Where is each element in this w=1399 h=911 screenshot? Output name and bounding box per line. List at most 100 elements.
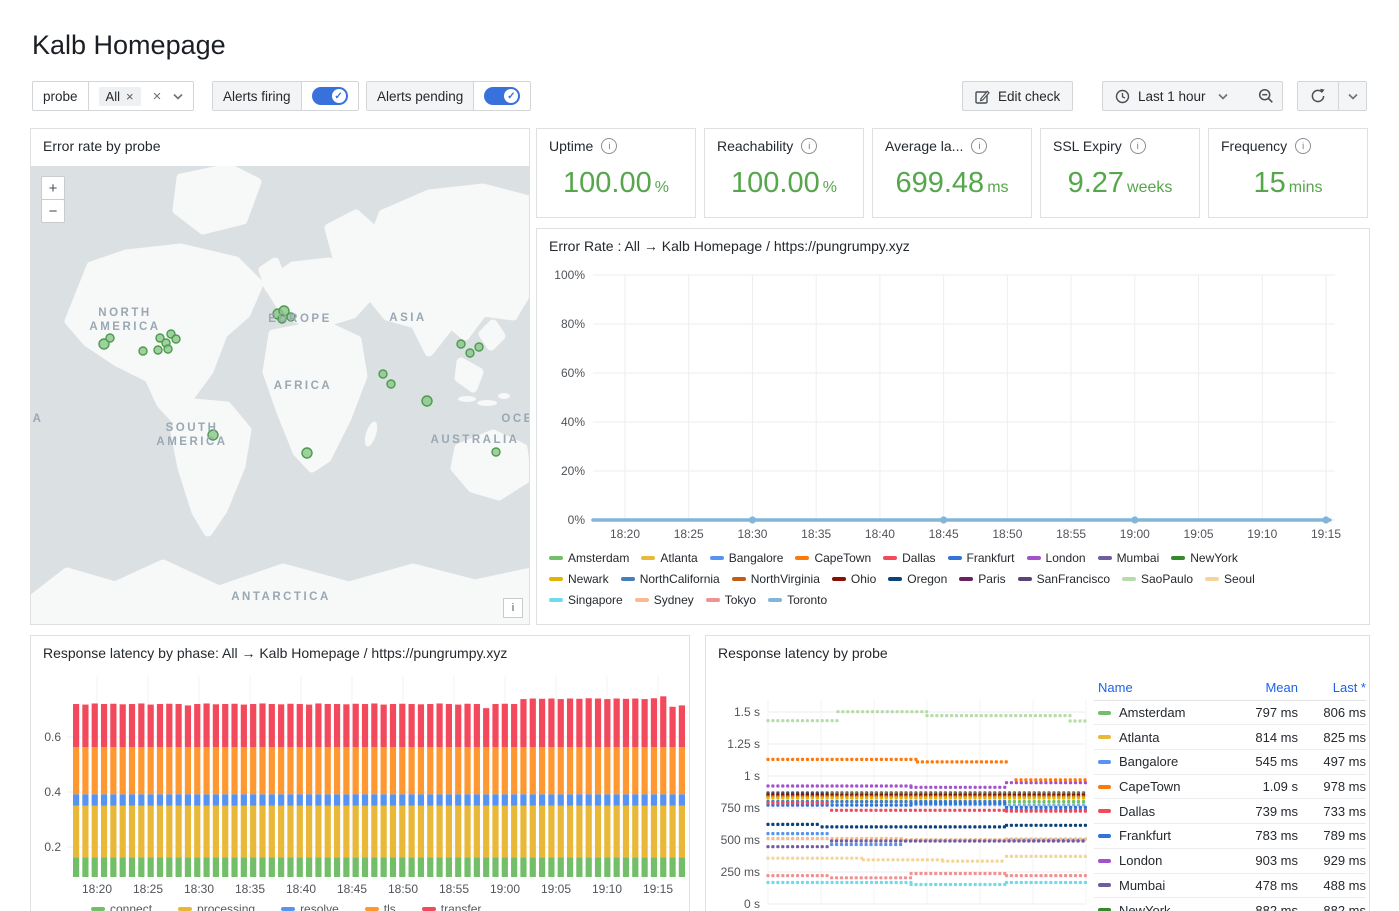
probe-location-dot[interactable] [475,343,483,351]
legend-item-mumbai[interactable]: Mumbai [1098,551,1160,565]
probe-location-dot[interactable] [457,340,465,348]
probe-location-dot[interactable] [422,396,432,406]
mean-value: 903 ms [1234,853,1298,868]
probe-filter[interactable]: probe All × × [32,81,194,111]
map-zoom-in-button[interactable]: + [41,176,65,200]
legend-item-oregon[interactable]: Oregon [888,572,947,586]
info-icon[interactable]: i [801,138,817,154]
legend-item-newyork[interactable]: NewYork [1171,551,1238,565]
last-value: 789 ms [1298,828,1366,843]
error-rate-chart[interactable]: 100%80%60%40%20%0%18:2018:2518:3018:3518… [537,229,1369,547]
col-header-name[interactable]: Name [1094,680,1234,695]
probe-location-dot[interactable] [492,448,500,456]
probe-name: NewYork [1119,903,1171,911]
svg-text:18:40: 18:40 [286,882,316,896]
world-map[interactable]: NORTHAMERICAEUROPEASIAAFRICASOUTHAMERICA… [31,166,529,624]
refresh-interval-dropdown[interactable] [1339,81,1367,111]
legend-item-london[interactable]: London [1027,551,1086,565]
phase-legend-item-connect[interactable]: connect [91,902,152,911]
map-attribution-button[interactable]: i [503,598,523,618]
legend-item-toronto[interactable]: Toronto [768,593,827,607]
legend-item-dallas[interactable]: Dallas [883,551,935,565]
filter-clear-icon[interactable]: × [153,88,162,105]
svg-text:1.5 s: 1.5 s [734,705,760,719]
probe-name: Amsterdam [1119,705,1185,720]
table-header-row: NameMeanLast * [1094,676,1366,701]
stat-value: 100.00% [705,167,863,200]
alerts-pending-toggle[interactable]: ✓ [474,82,530,110]
legend-item-bangalore[interactable]: Bangalore [710,551,784,565]
probe-location-dot[interactable] [164,345,172,353]
table-row[interactable]: Mumbai478 ms488 ms [1094,874,1366,899]
pencil-square-icon [975,89,990,104]
series-color-dash [795,556,809,560]
latency-probe-table[interactable]: NameMeanLast *Amsterdam797 ms806 msAtlan… [1094,676,1366,911]
phase-legend-item-resolve[interactable]: resolve [281,902,339,911]
col-header-mean[interactable]: Mean [1234,680,1298,695]
probe-location-dot[interactable] [379,370,387,378]
svg-text:1 s: 1 s [744,769,760,783]
edit-check-button[interactable]: Edit check [962,81,1073,111]
table-row[interactable]: London903 ms929 ms [1094,849,1366,874]
info-icon[interactable]: i [601,138,617,154]
probe-filter-chip[interactable]: All × [99,87,141,106]
info-icon[interactable]: i [1295,138,1311,154]
probe-location-dot[interactable] [154,346,162,354]
last-value: 929 ms [1298,853,1366,868]
svg-text:19:10: 19:10 [1247,527,1277,541]
probe-location-dot[interactable] [302,448,312,458]
legend-label: London [1046,551,1086,565]
table-row[interactable]: Atlanta814 ms825 ms [1094,725,1366,750]
legend-item-tokyo[interactable]: Tokyo [706,593,756,607]
legend-label: Newark [568,572,609,586]
info-icon[interactable]: i [1130,138,1146,154]
legend-item-amsterdam[interactable]: Amsterdam [549,551,629,565]
series-color-dash [1027,556,1041,560]
legend-item-frankfurt[interactable]: Frankfurt [948,551,1015,565]
legend-item-saopaulo[interactable]: SaoPaulo [1122,572,1193,586]
legend-item-paris[interactable]: Paris [959,572,1005,586]
col-header-last[interactable]: Last * [1298,680,1366,695]
mean-value: 814 ms [1234,730,1298,745]
phase-legend-item-transfer[interactable]: transfer [422,902,482,911]
last-value: 733 ms [1298,804,1366,819]
phase-legend-item-tls[interactable]: tls [365,902,396,911]
probe-location-dot[interactable] [466,349,474,357]
mean-value: 478 ms [1234,878,1298,893]
legend-item-ohio[interactable]: Ohio [832,572,876,586]
alerts-firing-toggle[interactable]: ✓ [302,82,358,110]
table-row[interactable]: Amsterdam797 ms806 ms [1094,701,1366,726]
time-range-picker[interactable]: Last 1 hour [1102,81,1250,111]
table-row[interactable]: Bangalore545 ms497 ms [1094,750,1366,775]
chip-remove-icon[interactable]: × [126,89,134,104]
zoom-out-time-button[interactable] [1249,81,1283,111]
map-zoom-out-button[interactable]: − [41,199,65,223]
latency-phase-chart[interactable]: 0.20.40.618:2018:2518:3018:3518:4018:451… [31,636,689,898]
table-row[interactable]: Dallas739 ms733 ms [1094,799,1366,824]
legend-item-northcalifornia[interactable]: NorthCalifornia [621,572,720,586]
table-row[interactable]: CapeTown1.09 s978 ms [1094,775,1366,800]
table-row[interactable]: NewYork882 ms882 ms [1094,898,1366,911]
legend-item-northvirginia[interactable]: NorthVirginia [732,572,820,586]
probe-location-dot[interactable] [139,347,147,355]
latency-probe-chart[interactable]: 0 s250 ms500 ms750 ms1 s1.25 s1.5 s [706,636,1091,911]
legend-item-capetown[interactable]: CapeTown [795,551,871,565]
refresh-button[interactable] [1297,81,1339,111]
probe-location-dot[interactable] [172,335,180,343]
legend-item-newark[interactable]: Newark [549,572,609,586]
phase-legend-item-processing[interactable]: processing [178,902,255,911]
probe-name: Frankfurt [1119,828,1171,843]
probe-name: Bangalore [1119,754,1178,769]
legend-item-atlanta[interactable]: Atlanta [641,551,697,565]
table-row[interactable]: Frankfurt783 ms789 ms [1094,824,1366,849]
legend-item-sydney[interactable]: Sydney [635,593,694,607]
legend-item-sanfrancisco[interactable]: SanFrancisco [1018,572,1110,586]
chevron-down-icon[interactable] [173,93,183,100]
probe-location-dot[interactable] [387,380,395,388]
probe-location-dot[interactable] [106,334,114,342]
last-value: 825 ms [1298,730,1366,745]
info-icon[interactable]: i [971,138,987,154]
series-color-dash [710,556,724,560]
legend-item-singapore[interactable]: Singapore [549,593,623,607]
legend-item-seoul[interactable]: Seoul [1205,572,1255,586]
